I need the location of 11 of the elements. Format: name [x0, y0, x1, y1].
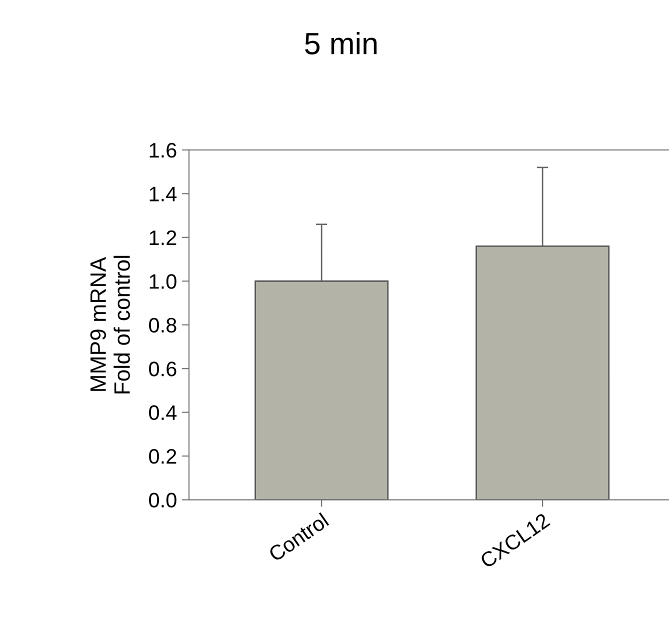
y-axis-title: MMP9 mRNA Fold of control: [90, 256, 130, 394]
y-tick-label: 0.6: [149, 362, 176, 376]
y-tick-label: 0.4: [149, 405, 177, 420]
y-tick-label: 0.0: [149, 492, 176, 508]
y-tick-label: 0.2: [149, 449, 176, 464]
y-tick-label: 1.4: [150, 186, 177, 202]
y-tick-label: 1.6: [150, 142, 176, 158]
y-tick-label: 0.8: [149, 318, 176, 333]
y-tick-label: 1.2: [150, 230, 176, 245]
y-tick-label: 1.0: [150, 274, 176, 289]
chart-title: 5 min: [305, 32, 377, 54]
